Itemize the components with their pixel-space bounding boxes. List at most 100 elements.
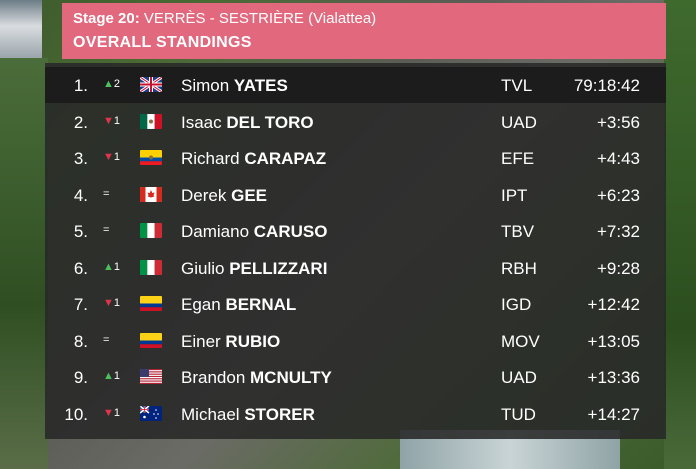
rider-first-name: Richard — [181, 149, 240, 168]
team-code: IGD — [501, 295, 532, 314]
background-trees-right — [664, 0, 696, 469]
rank-position: 2. — [73, 112, 88, 132]
rider-last-name: CARAPAZ — [244, 149, 327, 168]
gbr-flag-icon — [140, 77, 162, 92]
down-arrow-icon: ▼ — [103, 406, 114, 419]
mex-flag-icon — [140, 113, 162, 129]
rank-change: ▲1 — [103, 370, 127, 382]
rank-change: ▼1 — [103, 407, 127, 419]
rider-name: Einer RUBIO — [181, 332, 280, 352]
team-code: TBV — [501, 222, 535, 241]
rank-change-value: 2 — [113, 78, 121, 90]
standings-table: 1. ▲2 Simon YATES TVL 79:18:42 2. ▼1 Isa… — [45, 63, 666, 439]
background-house — [0, 0, 42, 58]
ita-flag-icon — [140, 259, 162, 275]
rank-position: 10. — [64, 404, 88, 424]
stage-info: Stage 20: VERRÈS - SESTRIÈRE (Vialattea) — [73, 10, 376, 27]
team-code: EFE — [501, 149, 535, 168]
down-arrow-icon: ▼ — [103, 114, 114, 127]
gc-time: +6:23 — [596, 185, 640, 205]
rank-change-value: 1 — [113, 297, 121, 309]
rider-name: Isaac DEL TORO — [181, 113, 314, 133]
rider-name: Derek GEE — [181, 186, 267, 206]
gc-time: +12:42 — [587, 295, 640, 314]
rank-change: ▲2 — [103, 78, 127, 90]
up-arrow-icon: ▲ — [103, 370, 114, 382]
equal-icon: = — [103, 224, 110, 236]
col-flag-icon — [140, 332, 162, 348]
rider-first-name: Derek — [181, 185, 227, 205]
standings-row: 2. ▼1 Isaac DEL TORO UAD +3:56 — [45, 104, 666, 140]
col-flag-icon — [140, 296, 162, 311]
rider-first-name: Simon — [181, 76, 230, 95]
rider-name: Brandon MCNULTY — [181, 368, 332, 388]
standings-row: 10. ▼1 Michael STORER TUD +14:27 — [45, 396, 666, 432]
gc-time: 79:18:42 — [573, 76, 640, 95]
team-code: UAD — [501, 368, 537, 387]
standings-row: 8. = Einer RUBIO MOV +13:05 — [45, 323, 666, 359]
rider-name: Michael STORER — [181, 405, 315, 425]
rider-first-name: Isaac — [181, 112, 222, 132]
rider-last-name: RUBIO — [225, 331, 281, 351]
rank-position: 1. — [73, 76, 88, 95]
rank-change: ▼1 — [103, 297, 127, 309]
rank-position: 5. — [73, 222, 88, 241]
rank-position: 6. — [73, 258, 88, 278]
rider-first-name: Egan — [181, 295, 221, 314]
team-code: UAD — [501, 112, 537, 132]
equal-icon: = — [103, 187, 110, 200]
gc-time: +7:32 — [596, 222, 640, 241]
rider-name: Egan BERNAL — [181, 295, 296, 315]
rider-name: Richard CARAPAZ — [181, 149, 326, 169]
down-arrow-icon: ▼ — [103, 151, 114, 163]
rank-change-value: 1 — [113, 370, 121, 382]
rank-change: ▼1 — [103, 151, 127, 163]
usa-flag-icon — [140, 369, 162, 384]
up-arrow-icon: ▲ — [103, 78, 114, 90]
rank-change-value: 1 — [113, 151, 121, 163]
standings-title: OVERALL STANDINGS — [73, 34, 252, 51]
can-flag-icon — [140, 186, 162, 202]
standings-header: Stage 20: VERRÈS - SESTRIÈRE (Vialattea)… — [62, 3, 666, 59]
ita-flag-icon — [140, 223, 162, 238]
gc-time: +4:43 — [596, 149, 640, 168]
team-code: TUD — [501, 404, 536, 424]
rider-name: Simon YATES — [181, 76, 288, 96]
equal-icon: = — [103, 333, 110, 346]
gc-time: +14:27 — [587, 404, 640, 424]
aus-flag-icon — [140, 405, 162, 421]
rank-position: 9. — [73, 368, 88, 387]
rank-change: = — [103, 188, 127, 200]
team-code: RBH — [501, 258, 537, 278]
stage-label: Stage 20: — [73, 10, 140, 27]
rank-position: 7. — [73, 295, 88, 314]
gc-time: +3:56 — [596, 112, 640, 132]
team-code: IPT — [501, 185, 528, 205]
rider-first-name: Michael — [181, 404, 240, 424]
rider-last-name: YATES — [233, 76, 288, 95]
rank-change-value: 1 — [113, 406, 121, 419]
rider-last-name: BERNAL — [225, 295, 297, 314]
standings-row: 1. ▲2 Simon YATES TVL 79:18:42 — [45, 67, 666, 103]
rank-change-value: 1 — [113, 114, 121, 127]
rider-first-name: Brandon — [181, 368, 246, 387]
rank-change: ▼1 — [103, 115, 127, 127]
rider-last-name: DEL TORO — [226, 112, 314, 132]
rider-first-name: Einer — [181, 331, 221, 351]
down-arrow-icon: ▼ — [103, 297, 114, 309]
rank-change: = — [103, 224, 127, 236]
rank-position: 4. — [73, 185, 88, 205]
standings-row: 3. ▼1 Richard CARAPAZ EFE +4:43 — [45, 140, 666, 176]
standings-row: 7. ▼1 Egan BERNAL IGD +12:42 — [45, 286, 666, 322]
rider-first-name: Damiano — [181, 222, 250, 241]
rank-position: 3. — [73, 149, 88, 168]
gc-time: +9:28 — [596, 258, 640, 278]
standings-row: 5. = Damiano CARUSO TBV +7:32 — [45, 213, 666, 249]
up-arrow-icon: ▲ — [103, 260, 114, 273]
rider-last-name: MCNULTY — [250, 368, 332, 387]
gc-time: +13:05 — [587, 331, 640, 351]
rank-change: ▲1 — [103, 261, 127, 273]
gc-time: +13:36 — [587, 368, 640, 387]
ecu-flag-icon — [140, 150, 162, 165]
rider-last-name: GEE — [231, 185, 267, 205]
